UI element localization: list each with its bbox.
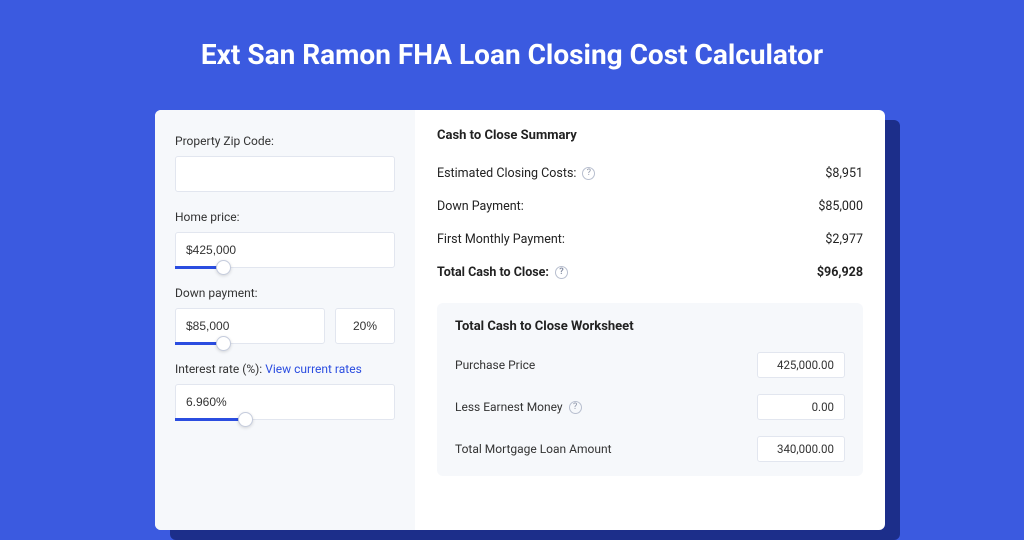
summary-row-label: Total Cash to Close: [437, 265, 549, 280]
interest-label-prefix: Interest rate (%): [175, 362, 265, 376]
summary-row-value: $85,000 [818, 199, 863, 214]
home-price-input[interactable] [175, 232, 395, 268]
help-icon[interactable]: ? [582, 167, 595, 180]
interest-slider-thumb[interactable] [238, 412, 253, 427]
summary-row-label: Down Payment: [437, 199, 524, 214]
help-icon[interactable]: ? [569, 401, 582, 414]
worksheet-row-label: Less Earnest Money [455, 400, 563, 414]
worksheet-row: Purchase Price 425,000.00 [455, 344, 845, 386]
worksheet-row: Total Mortgage Loan Amount 340,000.00 [455, 428, 845, 470]
worksheet-title: Total Cash to Close Worksheet [455, 319, 845, 334]
down-payment-input[interactable] [175, 308, 325, 344]
down-payment-label: Down payment: [175, 286, 395, 300]
home-price-label: Home price: [175, 210, 395, 224]
summary-row-value: $8,951 [825, 166, 863, 181]
summary-row-value: $96,928 [817, 265, 863, 280]
summary-row-label: Estimated Closing Costs: [437, 166, 576, 181]
summary-panel: Cash to Close Summary Estimated Closing … [415, 110, 885, 530]
worksheet-row-label: Purchase Price [455, 358, 535, 372]
home-price-group: Home price: [175, 210, 395, 268]
worksheet-row: Less Earnest Money? 0.00 [455, 386, 845, 428]
down-payment-group: Down payment: [175, 286, 395, 344]
summary-row: Total Cash to Close:? $96,928 [437, 256, 863, 289]
zip-label: Property Zip Code: [175, 134, 395, 148]
home-price-slider-thumb[interactable] [216, 260, 231, 275]
worksheet-row-value: 0.00 [757, 394, 845, 420]
calculator-card: Property Zip Code: Home price: Down paym… [155, 110, 885, 530]
summary-row-label: First Monthly Payment: [437, 232, 565, 247]
summary-row: Estimated Closing Costs:? $8,951 [437, 157, 863, 190]
worksheet-row-value: 425,000.00 [757, 352, 845, 378]
interest-group: Interest rate (%): View current rates [175, 362, 395, 420]
view-rates-link[interactable]: View current rates [265, 362, 362, 376]
summary-row-value: $2,977 [825, 232, 863, 247]
worksheet-rows: Purchase Price 425,000.00 Less Earnest Mon… [455, 344, 845, 470]
interest-input[interactable] [175, 384, 395, 420]
help-icon[interactable]: ? [555, 266, 568, 279]
summary-row: Down Payment: $85,000 [437, 190, 863, 223]
page-title: Ext San Ramon FHA Loan Closing Cost Calc… [0, 0, 1024, 95]
summary-title: Cash to Close Summary [437, 128, 863, 143]
summary-rows: Estimated Closing Costs:? $8,951 Down Paym… [437, 157, 863, 289]
worksheet-row-label: Total Mortgage Loan Amount [455, 442, 612, 456]
inputs-panel: Property Zip Code: Home price: Down paym… [155, 110, 415, 530]
worksheet-row-value: 340,000.00 [757, 436, 845, 462]
worksheet-panel: Total Cash to Close Worksheet Purchase P… [437, 303, 863, 476]
down-payment-slider-thumb[interactable] [216, 336, 231, 351]
down-payment-pct-input[interactable] [335, 308, 395, 344]
zip-group: Property Zip Code: [175, 134, 395, 192]
zip-input[interactable] [175, 156, 395, 192]
interest-slider-fill [175, 418, 245, 421]
interest-label: Interest rate (%): View current rates [175, 362, 395, 376]
summary-row: First Monthly Payment: $2,977 [437, 223, 863, 256]
